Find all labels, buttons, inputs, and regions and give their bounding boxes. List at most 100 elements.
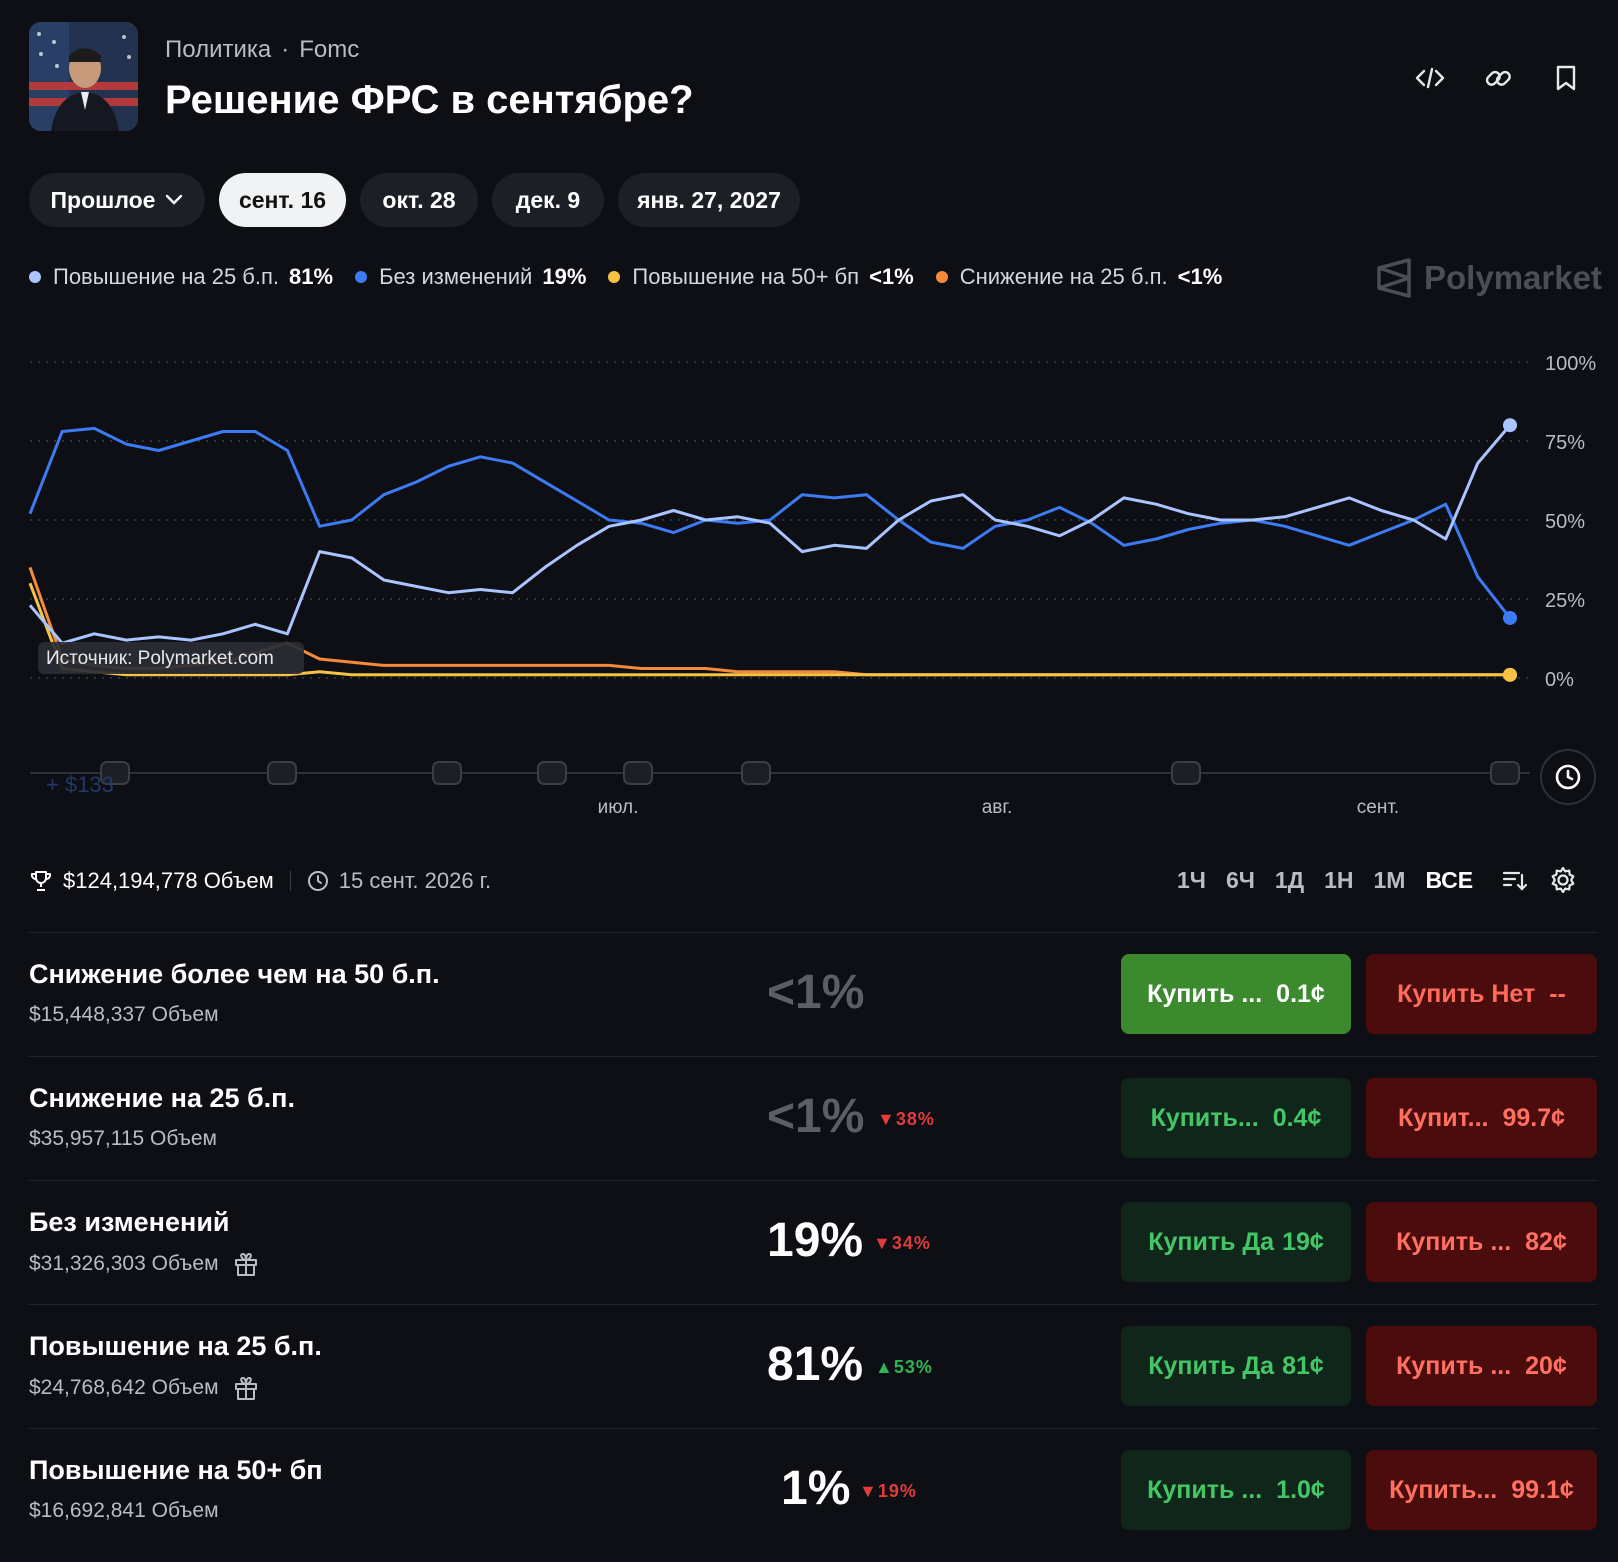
legend-item[interactable]: Без изменений 19%: [355, 264, 586, 290]
sort-icon[interactable]: [1501, 867, 1528, 893]
buy-yes-price: 0.1¢: [1276, 979, 1325, 1008]
outcome-volume-text: $24,768,642 Объем: [29, 1376, 219, 1399]
buy-no-button[interactable]: Купить Нет --: [1366, 954, 1597, 1034]
buy-no-price: 82¢: [1525, 1227, 1567, 1256]
timeline-event-marker[interactable]: [623, 761, 653, 785]
bookmark-icon[interactable]: [1548, 60, 1584, 96]
date-tab-label: дек. 9: [515, 186, 581, 213]
outcome-name: Снижение на 25 б.п.: [29, 1083, 295, 1113]
buy-no-price: 99.7¢: [1502, 1103, 1566, 1132]
date-tab-past[interactable]: Прошлое: [29, 173, 205, 227]
outcome-row[interactable]: Без изменений $31,326,303 Объем 19% ▼34%…: [29, 1180, 1597, 1305]
range-1d[interactable]: 1Д: [1274, 866, 1305, 893]
legend-value: 81%: [289, 264, 334, 289]
date-tab-dec9[interactable]: дек. 9: [492, 173, 604, 227]
code-icon[interactable]: [1412, 60, 1448, 96]
trade-marker-label: + $133: [46, 772, 114, 797]
date-tab-jan27[interactable]: янв. 27, 2027: [618, 173, 800, 227]
timeline-event-marker[interactable]: [267, 761, 297, 785]
buy-yes-button[interactable]: Купить Да 81¢: [1121, 1326, 1351, 1406]
timeline-event-marker[interactable]: [100, 761, 130, 785]
gear-icon[interactable]: [1549, 866, 1577, 894]
range-1m[interactable]: 1М: [1373, 866, 1406, 893]
legend-dot: [608, 271, 621, 283]
chevron-down-icon: [166, 194, 183, 205]
chart-legend: Повышение на 25 б.п. 81% Без изменений 19%…: [29, 264, 1244, 290]
date-tab-sep16[interactable]: сент. 16: [219, 173, 346, 227]
series-endpoint: [1503, 418, 1517, 433]
outcome-name: Снижение более чем на 50 б.п.: [29, 959, 440, 989]
outcome-change: ▼34%: [873, 1233, 931, 1254]
date-tab-label: янв. 27, 2027: [637, 186, 781, 213]
triangle-down-icon: ▼: [859, 1481, 878, 1501]
legend-value: <1%: [869, 264, 914, 289]
outcome-name: Повышение на 25 б.п.: [29, 1331, 322, 1361]
y-tick-label: 100%: [1545, 353, 1596, 375]
link-icon[interactable]: [1480, 60, 1516, 96]
buy-yes-label: Купить Да: [1148, 1227, 1275, 1256]
price-chart[interactable]: 100% 75% 50% 25% 0% Источник: Polymarket.com +…: [0, 330, 1618, 820]
outcome-probability: <1%: [767, 966, 865, 1019]
outcome-row[interactable]: Повышение на 50+ бп $16,692,841 Объем 1%…: [29, 1428, 1597, 1553]
buy-no-button[interactable]: Купить ... 82¢: [1366, 1202, 1597, 1282]
x-tick-label: сент.: [1357, 797, 1399, 818]
legend-item[interactable]: Повышение на 50+ бп <1%: [608, 264, 914, 290]
buy-no-button[interactable]: Купит... 99.7¢: [1366, 1078, 1597, 1158]
y-tick-label: 75%: [1545, 432, 1585, 454]
breadcrumb-category[interactable]: Политика: [165, 36, 272, 63]
breadcrumb: Политика · Fomc: [165, 36, 359, 64]
buy-no-price: 99.1¢: [1511, 1475, 1574, 1504]
breadcrumb-subcategory[interactable]: Fomc: [299, 36, 360, 63]
series-line: [28, 582, 1510, 677]
source-label: Источник: Polymarket.com: [38, 642, 304, 674]
source-label-text: Источник: Polymarket.com: [46, 648, 274, 669]
timeline-event-marker[interactable]: [432, 761, 462, 785]
legend-name: Без изменений: [379, 264, 533, 289]
range-1w[interactable]: 1Н: [1324, 866, 1354, 893]
y-tick-label: 0%: [1545, 669, 1574, 691]
legend-value: 19%: [542, 264, 587, 289]
legend-name: Повышение на 25 б.п.: [53, 264, 280, 289]
timeline-event-marker[interactable]: [1490, 761, 1520, 785]
timeline-event-marker[interactable]: [1171, 761, 1201, 785]
outcome-volume: $31,326,303 Объем: [29, 1251, 259, 1277]
buy-no-label: Купить Нет: [1397, 979, 1536, 1008]
buy-yes-button[interactable]: Купить... 0.4¢: [1121, 1078, 1351, 1158]
end-date: 15 сент. 2026 г.: [338, 868, 492, 893]
buy-yes-price: 1.0¢: [1276, 1475, 1325, 1504]
range-6h[interactable]: 6Ч: [1225, 866, 1255, 893]
date-tab-oct28[interactable]: окт. 28: [360, 173, 478, 227]
outcome-row[interactable]: Снижение на 25 б.п. $35,957,115 Объем <1…: [29, 1056, 1597, 1181]
legend-item[interactable]: Снижение на 25 б.п. <1%: [935, 264, 1222, 290]
clock-icon[interactable]: [1540, 749, 1596, 805]
outcome-probability: <1%: [767, 1090, 865, 1143]
timeline-event-marker[interactable]: [537, 761, 567, 785]
buy-yes-label: Купить ...: [1147, 1475, 1263, 1504]
y-tick-label: 25%: [1545, 590, 1585, 612]
outcome-volume-text: $35,957,115 Объем: [29, 1127, 217, 1150]
polymarket-watermark: Polymarket: [1376, 258, 1602, 298]
outcome-row[interactable]: Снижение более чем на 50 б.п. $15,448,33…: [29, 932, 1597, 1057]
buy-yes-button[interactable]: Купить Да 19¢: [1121, 1202, 1351, 1282]
buy-yes-button[interactable]: Купить ... 1.0¢: [1121, 1450, 1351, 1530]
outcome-change: ▼19%: [859, 1481, 917, 1502]
gift-icon[interactable]: [233, 1375, 259, 1401]
range-1h[interactable]: 1Ч: [1177, 866, 1206, 893]
date-tab-label: сент. 16: [238, 186, 327, 213]
triangle-down-icon: ▼: [873, 1233, 892, 1253]
timeline-event-marker[interactable]: [741, 761, 771, 785]
buy-no-button[interactable]: Купить... 99.1¢: [1366, 1450, 1597, 1530]
range-all[interactable]: ВСЕ: [1425, 866, 1474, 893]
outcome-volume: $35,957,115 Объем: [29, 1127, 217, 1151]
series-endpoint: [1503, 610, 1517, 625]
date-tab-label: Прошлое: [50, 186, 156, 213]
series-endpoint: [1503, 667, 1517, 682]
buy-yes-button[interactable]: Купить ... 0.1¢: [1121, 954, 1351, 1034]
buy-no-button[interactable]: Купить ... 20¢: [1366, 1326, 1597, 1406]
triangle-up-icon: ▲: [875, 1357, 894, 1377]
gift-icon[interactable]: [233, 1251, 259, 1277]
legend-name: Повышение на 50+ бп: [632, 264, 860, 289]
outcome-change-value: 53%: [893, 1357, 933, 1377]
outcome-row[interactable]: Повышение на 25 б.п. $24,768,642 Объем 8…: [29, 1304, 1597, 1429]
legend-item[interactable]: Повышение на 25 б.п. 81%: [29, 264, 333, 290]
